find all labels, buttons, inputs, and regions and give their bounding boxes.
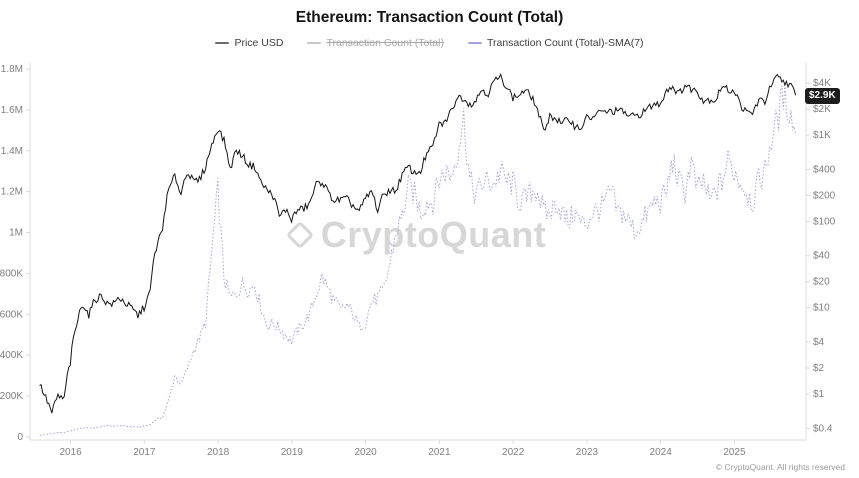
svg-text:$20: $20	[813, 277, 830, 288]
svg-text:2023: 2023	[576, 447, 599, 458]
legend-label: Transaction Count (Total)-SMA(7)	[486, 37, 644, 49]
svg-text:2016: 2016	[59, 447, 82, 458]
svg-text:2025: 2025	[723, 447, 746, 458]
svg-text:$1: $1	[813, 389, 825, 400]
legend-item-price-usd[interactable]: Price USD	[215, 37, 283, 49]
svg-text:200K: 200K	[0, 391, 23, 402]
svg-text:400K: 400K	[0, 350, 23, 361]
svg-text:1.6M: 1.6M	[1, 105, 23, 116]
watermark: CryptoQuant	[30, 214, 806, 256]
svg-text:2022: 2022	[502, 447, 525, 458]
svg-text:$0.4: $0.4	[813, 423, 833, 434]
watermark-text: CryptoQuant	[320, 214, 547, 255]
legend-item-transaction-count[interactable]: Transaction Count (Total)	[307, 37, 444, 49]
legend-item-transaction-count-sma[interactable]: Transaction Count (Total)-SMA(7)	[467, 37, 644, 49]
svg-text:2024: 2024	[650, 447, 673, 458]
svg-text:$1K: $1K	[813, 130, 831, 141]
svg-text:800K: 800K	[0, 268, 23, 279]
svg-text:600K: 600K	[0, 309, 23, 320]
legend-marker-icon	[215, 42, 230, 44]
legend-label: Transaction Count (Total)	[326, 37, 444, 49]
svg-text:1.4M: 1.4M	[1, 146, 23, 157]
svg-text:$10: $10	[813, 303, 830, 314]
copyright: © CryptoQuant. All rights reserved	[715, 462, 845, 472]
svg-text:$2: $2	[813, 363, 825, 374]
legend-label: Price USD	[234, 37, 284, 49]
svg-text:1.2M: 1.2M	[1, 187, 23, 198]
svg-text:1M: 1M	[9, 228, 23, 239]
legend: Price USD Transaction Count (Total) Tran…	[0, 37, 859, 49]
svg-text:1.8M: 1.8M	[1, 64, 23, 75]
current-price-badge: $2.9K	[805, 88, 840, 104]
svg-text:2019: 2019	[281, 447, 304, 458]
svg-text:2017: 2017	[133, 447, 156, 458]
svg-text:$4: $4	[813, 337, 825, 348]
legend-marker-icon	[307, 42, 322, 44]
svg-text:$2K: $2K	[813, 104, 831, 115]
chart-title: Ethereum: Transaction Count (Total)	[295, 9, 564, 26]
svg-text:2018: 2018	[207, 447, 230, 458]
svg-text:$100: $100	[813, 216, 836, 227]
legend-marker-icon	[467, 42, 482, 44]
svg-text:$400: $400	[813, 164, 836, 175]
svg-text:$4K: $4K	[813, 78, 831, 89]
svg-text:0: 0	[17, 432, 23, 443]
svg-text:2021: 2021	[428, 447, 451, 458]
svg-text:$200: $200	[813, 190, 836, 201]
svg-text:2020: 2020	[355, 447, 378, 458]
svg-text:$40: $40	[813, 251, 830, 262]
